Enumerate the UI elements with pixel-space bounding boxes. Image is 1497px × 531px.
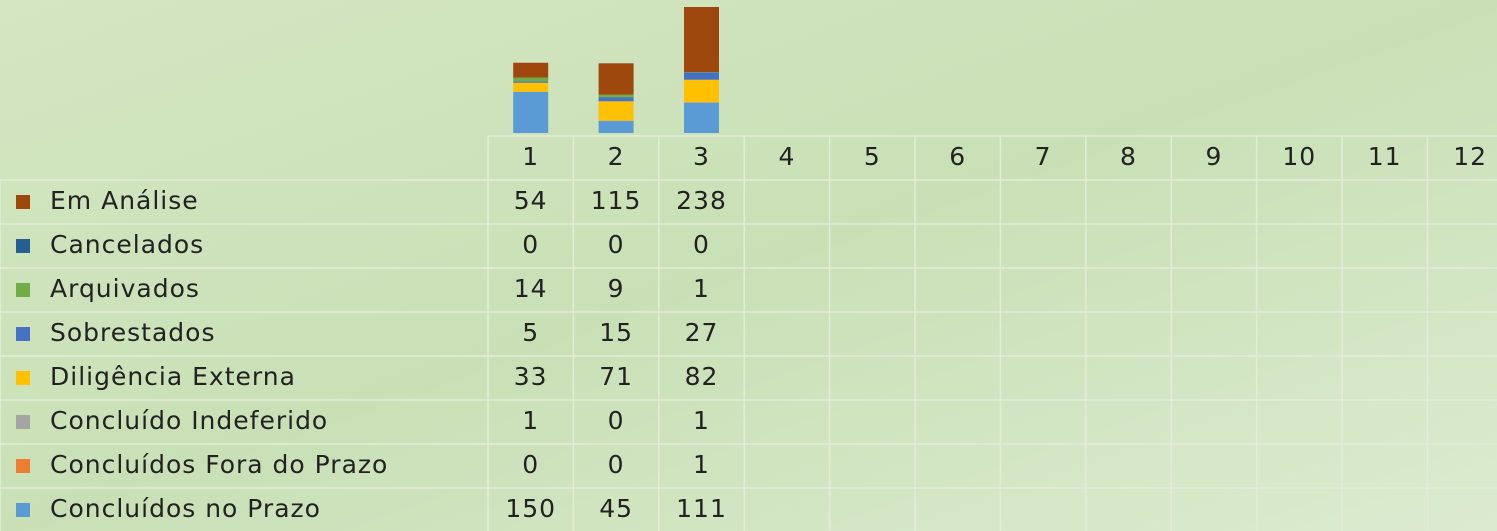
column-label: 2 (608, 142, 625, 171)
legend-key (16, 327, 30, 341)
table-value: 1 (693, 274, 710, 303)
table-value: 0 (608, 406, 625, 435)
table-value: 115 (591, 186, 642, 215)
bar-segment (684, 72, 719, 80)
legend-key (16, 459, 30, 473)
table-value: 33 (514, 362, 548, 391)
bar-segment (513, 81, 549, 83)
table-value: 9 (608, 274, 625, 303)
column-label: 11 (1368, 142, 1402, 171)
table-value: 111 (676, 494, 727, 523)
legend-key (16, 239, 30, 253)
bar-segment (684, 7, 719, 73)
legend-label: Sobrestados (50, 318, 215, 347)
column-label: 6 (949, 142, 966, 171)
bar-segment (513, 77, 549, 82)
table-value: 238 (676, 186, 727, 215)
legend-key (16, 283, 30, 297)
table-value: 71 (599, 362, 633, 391)
legend-label: Arquivados (50, 274, 200, 303)
bar-segment (598, 94, 634, 98)
table-value: 15 (599, 318, 633, 347)
table-value: 0 (608, 450, 625, 479)
table-value: 0 (522, 230, 539, 259)
table-value: 0 (693, 230, 710, 259)
bar-segment (513, 62, 549, 78)
legend-label: Em Análise (50, 186, 199, 215)
column-label: 1 (522, 142, 539, 171)
bar-segment (684, 79, 719, 103)
legend-label: Concluídos Fora do Prazo (50, 450, 388, 479)
table-value: 5 (522, 318, 539, 347)
bar-segment (513, 92, 549, 133)
column-label: 10 (1282, 142, 1316, 171)
legend-label: Concluído Indeferido (50, 406, 328, 435)
bar-segment (598, 63, 634, 95)
column-label: 3 (693, 142, 710, 171)
table-value: 1 (522, 406, 539, 435)
column-label: 12 (1453, 142, 1487, 171)
legend-key (16, 195, 30, 209)
table-value: 54 (514, 186, 548, 215)
table-value: 14 (514, 274, 548, 303)
legend-label: Cancelados (50, 230, 204, 259)
legend-key (16, 371, 30, 385)
bar-segment (598, 97, 634, 102)
column-label: 9 (1205, 142, 1222, 171)
table-value: 0 (522, 450, 539, 479)
table-value: 1 (693, 450, 710, 479)
table-value: 1 (693, 406, 710, 435)
legend-label: Diligência Externa (50, 362, 296, 391)
bar-segment (513, 82, 549, 92)
bar-segment (598, 120, 634, 133)
column-label: 5 (864, 142, 881, 171)
legend-key (16, 415, 30, 429)
column-label: 8 (1120, 142, 1137, 171)
bar-segment (684, 102, 719, 133)
table-value: 0 (608, 230, 625, 259)
bar-segment (598, 101, 634, 121)
table-value: 150 (505, 494, 556, 523)
table-value: 82 (685, 362, 719, 391)
table-value: 45 (599, 494, 633, 523)
legend-key (16, 503, 30, 517)
column-label: 4 (778, 142, 795, 171)
legend-label: Concluídos no Prazo (50, 494, 321, 523)
table-value: 27 (685, 318, 719, 347)
column-label: 7 (1035, 142, 1052, 171)
